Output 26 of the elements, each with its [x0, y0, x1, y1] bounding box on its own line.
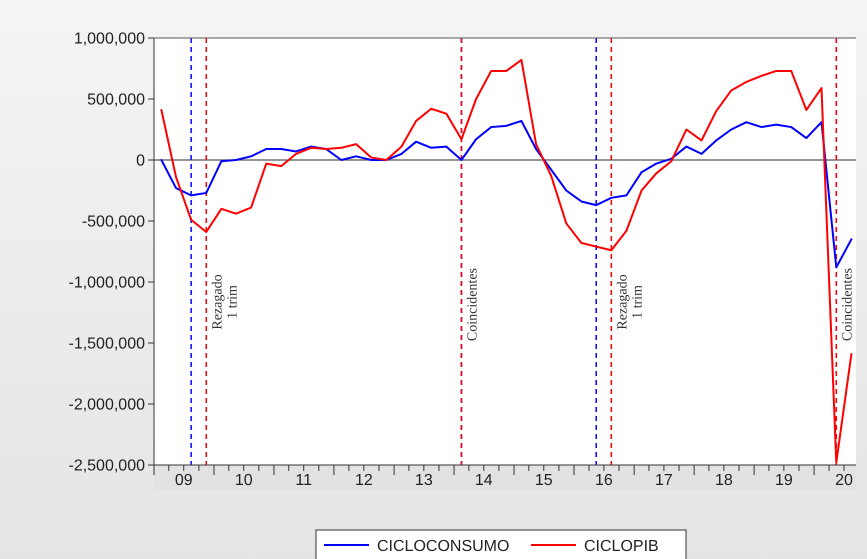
x-tick-label: 11: [295, 472, 312, 489]
x-tick-label: 13: [414, 472, 433, 489]
y-tick-label: -2,500,000: [68, 458, 146, 475]
y-tick-label: -1,000,000: [68, 274, 146, 292]
y-tick-label: -1,500,000: [68, 336, 146, 353]
y-tick-label: 500,000: [87, 92, 146, 109]
x-tick-label: 17: [655, 472, 673, 489]
y-tick-label: -500,000: [82, 214, 146, 231]
x-tick-label: 19: [774, 472, 793, 489]
x-tick-label: 12: [354, 472, 373, 489]
x-tick-label: 14: [474, 472, 493, 489]
x-tick-label: 16: [595, 472, 613, 489]
x-tick-label: 18: [714, 472, 733, 489]
x-tick-label: 15: [534, 472, 553, 489]
legend-label: CICLOPIB: [584, 538, 659, 555]
ref-line-label: Coincidentes: [840, 268, 856, 342]
x-tick-label: 09: [174, 472, 193, 489]
y-tick-label: 1,000,000: [74, 30, 146, 48]
x-tick-label: 10: [234, 472, 253, 489]
y-tick-label: -2,000,000: [68, 396, 146, 414]
ref-line-label: Rezagado 1 trim: [615, 274, 646, 330]
x-tick-label: 20: [835, 472, 854, 489]
ref-line-label: Coincidentes: [465, 268, 480, 342]
legend-label: CICLOCONSUMO: [377, 538, 510, 555]
ref-line-label: Rezagado 1 trim: [210, 274, 240, 330]
y-tick-label: 0: [136, 152, 146, 170]
